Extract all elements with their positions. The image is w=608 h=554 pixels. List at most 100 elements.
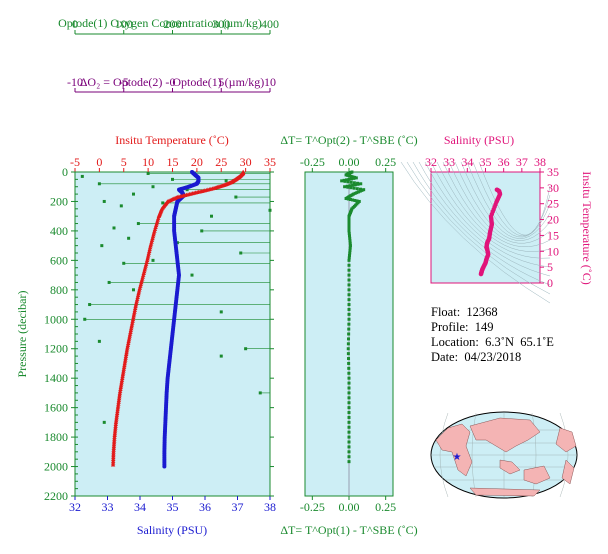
delta-o2-axis-title: ΔO₂ = Optode(2) - Optode(1) (µm/kg) [80, 75, 265, 89]
temperature-point [131, 313, 136, 318]
delta-t-point [352, 181, 356, 185]
temperature-point [147, 245, 153, 250]
delta-t-point [347, 214, 351, 218]
oxygen-point [219, 354, 223, 358]
delta-t-point [347, 396, 351, 400]
oxygen-point [102, 420, 106, 424]
oxygen-point [88, 303, 92, 307]
ts-temp-tick-label: 30 [547, 181, 559, 195]
temperature-point [122, 363, 127, 368]
delta-t-point [348, 241, 352, 245]
oxygen-point [200, 229, 204, 233]
map-land [435, 417, 577, 497]
temperature-point [116, 396, 122, 401]
delta-t-point [345, 178, 349, 182]
temperature-axis-title: Insitu Temperature (˚C) [115, 133, 229, 147]
temperature-point [124, 348, 130, 353]
delta-t-point [346, 352, 350, 356]
delta-t-point [347, 420, 351, 424]
temperature-point [116, 401, 121, 406]
delta-t-point [346, 347, 350, 351]
oxygen-point [97, 339, 101, 343]
temperature-point [132, 309, 137, 314]
temperature-point [116, 398, 122, 403]
ts-contour [406, 161, 551, 295]
temperature-point [113, 418, 119, 423]
delta-t-point [354, 176, 358, 180]
delta-t-point [347, 460, 351, 464]
delta-t-point [357, 190, 361, 194]
delta-t-point [355, 199, 359, 203]
delta-t-point [349, 174, 353, 178]
temperature-tick-label: 20 [191, 155, 203, 169]
temperature-point [112, 431, 118, 436]
ts-contour [472, 161, 551, 237]
pressure-axis-title: Pressure (decibar) [15, 291, 29, 378]
oxygen-point [171, 177, 174, 181]
temperature-point [112, 434, 117, 439]
temperature-point [130, 318, 135, 323]
temperature-point [114, 414, 119, 419]
delta-t-point [347, 229, 351, 233]
oxygen-point [234, 195, 238, 199]
delta-t-bottom-tick-label: -0.25 [300, 500, 325, 514]
delta-t-point [347, 322, 351, 326]
ts-contour [466, 161, 551, 238]
delta-t-point [346, 185, 350, 189]
oxygen-point [80, 174, 84, 178]
delta-t-point [352, 186, 356, 190]
delta-t-point [347, 224, 351, 228]
oxygen-point [102, 199, 106, 203]
ts-contour [412, 161, 551, 286]
temperature-point [133, 302, 139, 307]
temperature-tick-label: 35 [264, 155, 276, 169]
temperature-point [111, 442, 117, 447]
oxygen-point [83, 317, 87, 321]
delta-t-point [347, 217, 351, 221]
delta-t-bottom-tick-label: 0.00 [339, 500, 360, 514]
profile-number-text: Profile: 149 [431, 320, 494, 334]
delta-t-bottom-title: ΔT= T^Opt(1) - T^SBE (˚C) [280, 523, 417, 537]
oxygen-point [119, 204, 123, 208]
delta-t-point [348, 246, 352, 250]
oxygen-point [151, 258, 155, 262]
map-landmass [469, 487, 541, 497]
ts-temperature-title: Insitu Temperature (˚C) [580, 171, 594, 285]
ts-salinity-tick-label: 36 [498, 155, 510, 169]
temperature-point [126, 341, 131, 346]
oxygen-tick-label: 200 [164, 17, 182, 31]
temperature-point [130, 320, 135, 325]
oxygen-point [219, 310, 223, 314]
temperature-point [131, 315, 136, 320]
delta-o2-tick-label: -10 [67, 75, 83, 89]
temperature-point [148, 243, 153, 248]
delta-t-point [346, 173, 350, 177]
temperature-point [134, 298, 139, 303]
delta-o2-tick-label: -5 [119, 75, 129, 89]
temperature-axis-ticks: -5 0 5 10 15 20 25 30 35 [70, 155, 276, 172]
delta-t-point [347, 361, 351, 365]
map-landmass [469, 417, 541, 453]
temperature-tick-label: 10 [142, 155, 154, 169]
salinity-tick-label: 33 [102, 500, 114, 514]
delta-t-point [346, 180, 350, 184]
ts-temp-tick-label: 10 [547, 244, 559, 258]
delta-t-point [347, 258, 351, 262]
delta-t-point [348, 197, 352, 201]
oxygen-point [161, 201, 165, 205]
pressure-tick-label: 200 [50, 194, 68, 208]
delta-t-point [347, 415, 351, 419]
temperature-point [121, 370, 126, 375]
oxygen-point [244, 347, 248, 351]
temperature-point [134, 300, 139, 305]
ts-contour [400, 161, 551, 304]
delta-o2-tick-label: 0 [170, 75, 176, 89]
oxygen-tick-label: 300 [212, 17, 230, 31]
temperature-point [127, 335, 132, 340]
temperature-point [111, 440, 117, 445]
temperature-point [136, 291, 141, 296]
temperature-point [126, 337, 132, 342]
delta-t-point [349, 186, 353, 190]
ts-temp-tick-label: 0 [547, 276, 553, 290]
